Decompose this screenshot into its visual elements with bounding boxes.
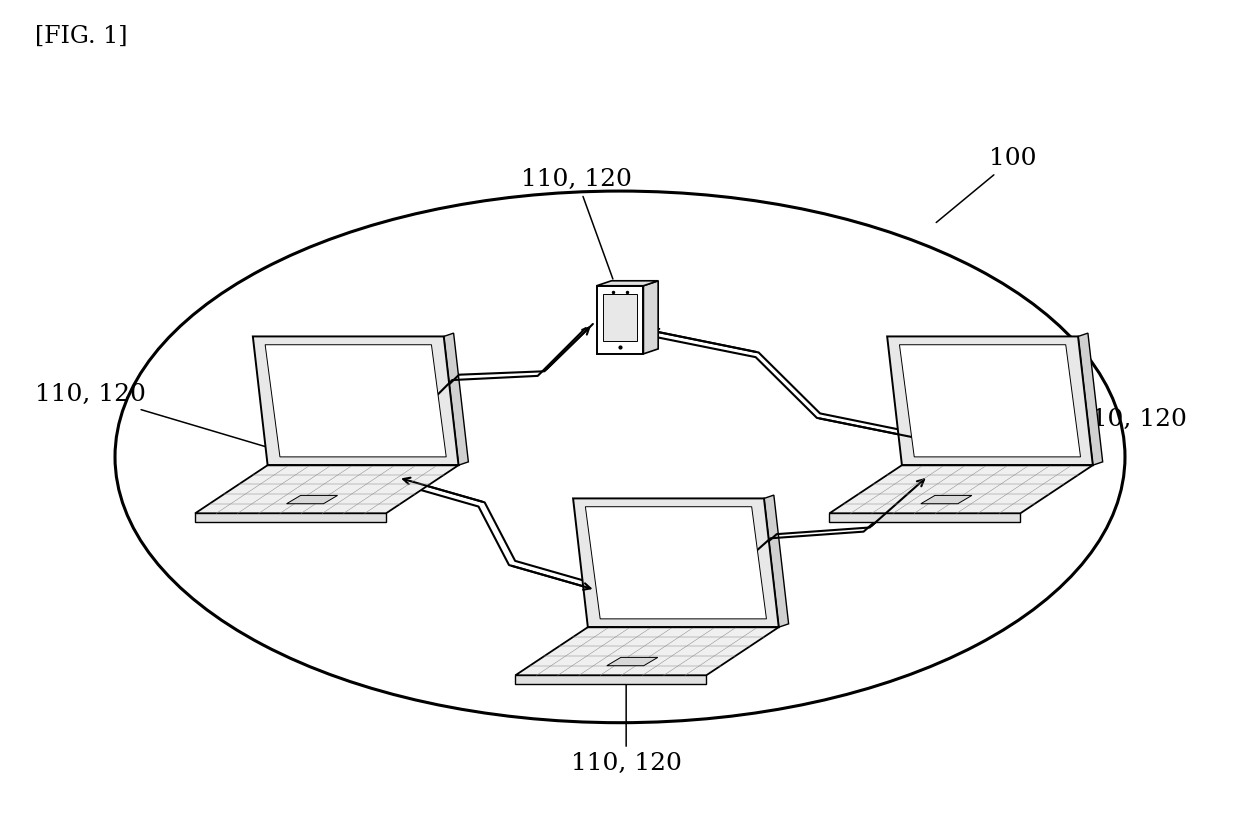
Polygon shape xyxy=(921,495,972,503)
Polygon shape xyxy=(830,465,1092,513)
Polygon shape xyxy=(585,507,766,619)
Polygon shape xyxy=(764,495,789,628)
Text: 110, 120: 110, 120 xyxy=(1029,408,1187,464)
Polygon shape xyxy=(596,286,644,354)
Polygon shape xyxy=(286,495,337,503)
Text: 110, 120: 110, 120 xyxy=(35,383,275,450)
Polygon shape xyxy=(516,628,779,675)
Text: 110, 120: 110, 120 xyxy=(522,168,632,279)
Polygon shape xyxy=(899,345,1080,457)
Text: 110, 120: 110, 120 xyxy=(570,680,682,774)
Polygon shape xyxy=(603,294,637,341)
Polygon shape xyxy=(444,333,469,465)
Polygon shape xyxy=(195,465,459,513)
Polygon shape xyxy=(596,281,658,286)
Polygon shape xyxy=(253,336,459,465)
Text: 100: 100 xyxy=(936,148,1037,222)
Polygon shape xyxy=(644,281,658,354)
Polygon shape xyxy=(830,513,1021,522)
Polygon shape xyxy=(195,513,386,522)
Polygon shape xyxy=(516,675,707,684)
Polygon shape xyxy=(573,498,779,628)
Polygon shape xyxy=(1078,333,1102,465)
Polygon shape xyxy=(606,658,657,665)
Polygon shape xyxy=(887,336,1092,465)
Text: [FIG. 1]: [FIG. 1] xyxy=(35,25,128,48)
Polygon shape xyxy=(265,345,446,457)
